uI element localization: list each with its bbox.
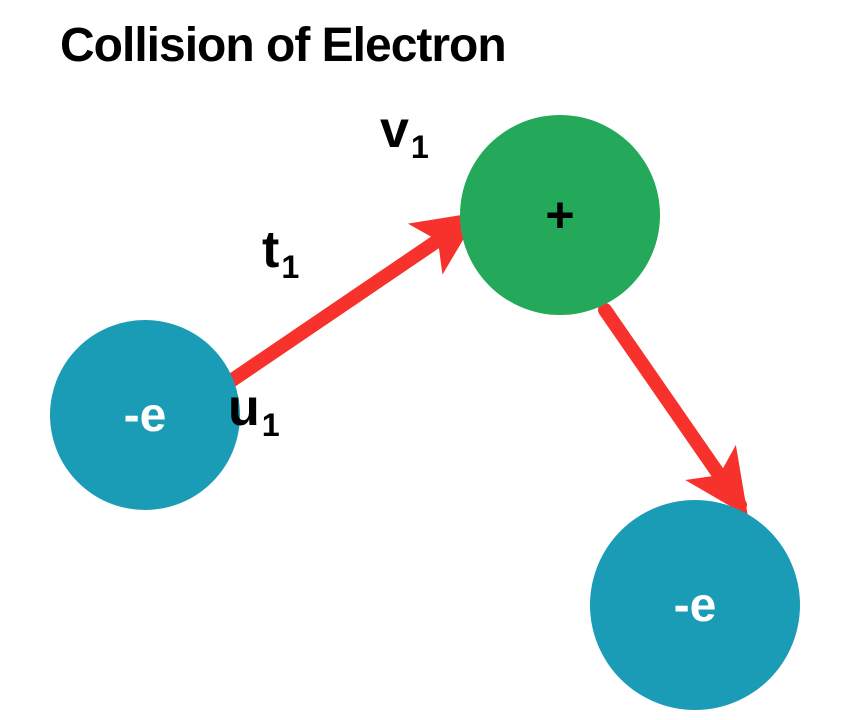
diagram-title: Collision of Electron — [60, 18, 506, 73]
label-t1: t1 — [262, 220, 299, 280]
label-t1-base: t — [262, 221, 279, 279]
electron-left-label: -e — [124, 388, 167, 443]
label-u1-sub: 1 — [262, 407, 280, 443]
arrow-ion-to-electron — [605, 310, 740, 505]
ion-center-label: + — [545, 186, 574, 244]
ion-center-node: + — [460, 115, 660, 315]
electron-right-node: -e — [590, 500, 800, 710]
diagram-canvas: Collision of Electron -e + -e u1 t1 v1 — [0, 0, 859, 720]
label-v1-base: v — [380, 101, 409, 159]
label-v1-sub: 1 — [411, 129, 429, 165]
label-u1: u1 — [228, 378, 280, 438]
label-v1: v1 — [380, 100, 429, 160]
label-t1-sub: 1 — [281, 249, 299, 285]
label-u1-base: u — [228, 379, 260, 437]
electron-right-label: -e — [674, 578, 717, 633]
electron-left-node: -e — [50, 320, 240, 510]
